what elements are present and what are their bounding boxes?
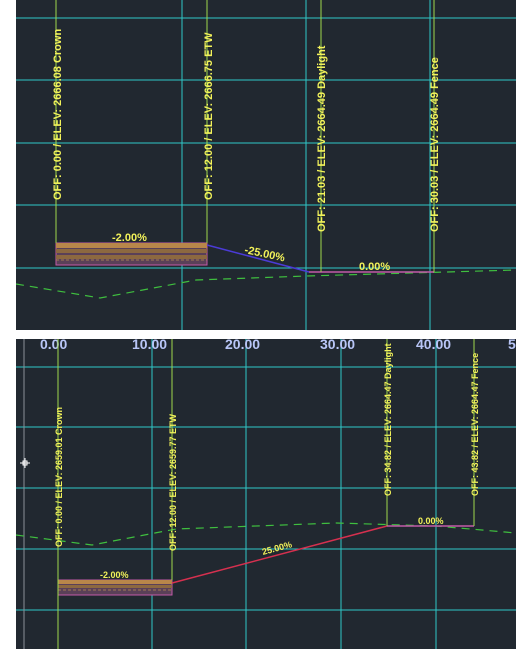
axis-label-10: 10.00: [132, 339, 167, 352]
station-label-fence-bottom: OFF: 43.82 / ELEV: 2664.47 Fence: [470, 353, 480, 496]
station-label-crown-top: OFF: 0.00 / ELEV: 2666.08 Crown: [52, 29, 64, 200]
station-label-etw-top: OFF: 12.00 / ELEV: 2666.75 ETW: [203, 32, 215, 200]
station-label-crown-bottom: OFF: 0.00 / ELEV: 2659.01 Crown: [54, 407, 64, 547]
axis-label-30: 30.00: [320, 339, 355, 352]
slope-label-lane-top: -2.00%: [112, 232, 147, 244]
axis-label-0: 0.00: [40, 339, 67, 352]
cross-section-view-bottom[interactable]: 0.00 10.00 20.00 30.00 40.00 5 OFF: 0.00…: [16, 339, 516, 649]
fore-slope-line-top: [206, 244, 310, 273]
station-label-etw-bottom: OFF: 12.00 / ELEV: 2659.77 ETW: [168, 413, 178, 551]
axis-label-40: 40.00: [416, 339, 451, 352]
slope-label-lane-bottom: -2.00%: [100, 570, 129, 580]
slope-label-daylight-bottom: 0.00%: [418, 516, 444, 526]
grid-top: [16, 0, 516, 330]
station-label-daylight-top: OFF: 21.03 / ELEV: 2664.49 Daylight: [316, 45, 328, 232]
slope-label-foreslope-top: -25.00%: [243, 244, 286, 264]
cross-section-canvas-bottom[interactable]: 0.00 10.00 20.00 30.00 40.00 5 OFF: 0.00…: [16, 339, 516, 649]
station-label-daylight-bottom: OFF: 34.82 / ELEV: 2664.47 Daylight: [383, 343, 393, 496]
pavement-block-top: [55, 242, 208, 266]
axis-label-20: 20.00: [225, 339, 260, 352]
cross-section-canvas-top[interactable]: OFF: 0.00 / ELEV: 2666.08 Crown OFF: 12.…: [16, 0, 516, 330]
existing-ground-line-top: [16, 269, 516, 299]
crosshair-cursor-icon: [20, 458, 30, 468]
cross-section-view-top[interactable]: OFF: 0.00 / ELEV: 2666.08 Crown OFF: 12.…: [16, 0, 516, 330]
station-label-fence-top: OFF: 30.03 / ELEV: 2664.49 Fence: [429, 57, 441, 232]
axis-label-50: 5: [508, 339, 516, 352]
slope-label-backslope-bottom: 25.00%: [261, 539, 293, 557]
existing-ground-line-bottom: [16, 522, 516, 546]
grid-bottom: [16, 339, 516, 649]
pavement-block-bottom: [57, 579, 173, 596]
slope-label-daylight-top: 0.00%: [359, 261, 390, 273]
back-slope-line-bottom: [171, 525, 388, 584]
